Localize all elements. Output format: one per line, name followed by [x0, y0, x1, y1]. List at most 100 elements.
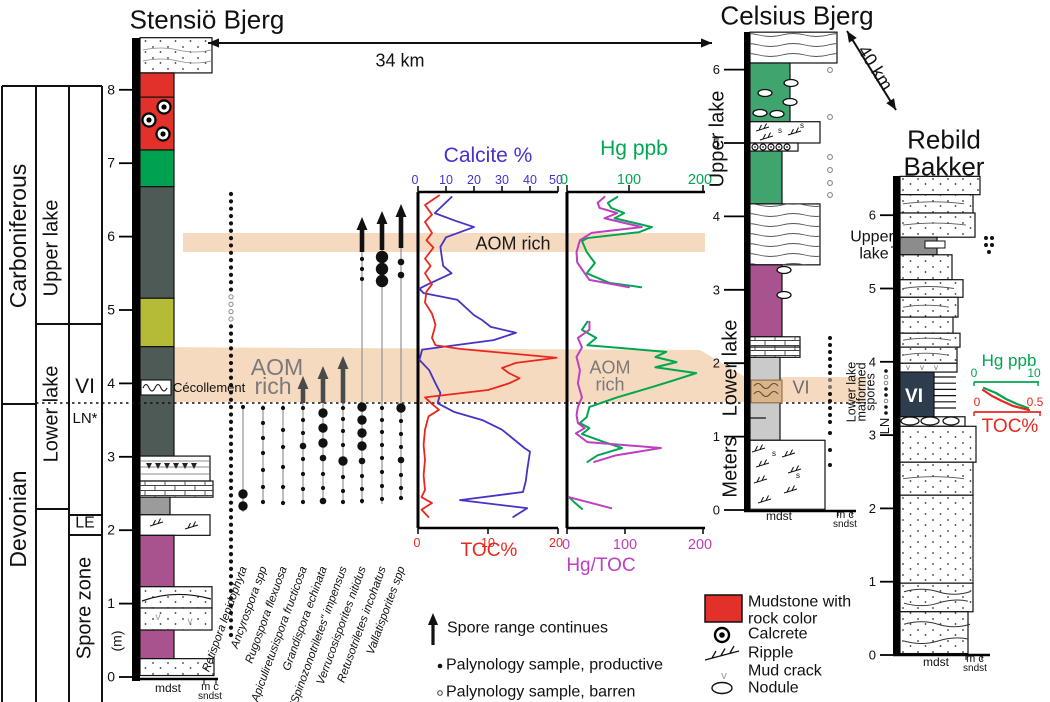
- occurrence-dot: [358, 457, 366, 465]
- nodule-icon: [776, 265, 792, 275]
- palynology-sample-dot: [828, 448, 832, 452]
- aom-lower-left-label-1: AOM: [250, 353, 304, 380]
- ripple-icon: [184, 521, 199, 530]
- spore-zone-ln: LN*: [72, 410, 98, 428]
- legend-mudstone-swatch: [704, 594, 743, 623]
- mini-hg-title: Hg ppb: [981, 351, 1037, 371]
- palynology-sample-dot: [228, 552, 234, 557]
- palynology-sample-dot: [228, 324, 234, 329]
- palynology-sample-dot: [228, 515, 234, 520]
- legend-spore-range-label: Spore range continues: [447, 619, 608, 637]
- hg-curve: [578, 320, 698, 463]
- celsius-column-bar: [744, 32, 750, 511]
- nodule-icon: [782, 97, 798, 107]
- palynology-sample-dot: [228, 530, 234, 535]
- palynology-sample-dot: [828, 357, 832, 361]
- palynology-sample-dot: [228, 441, 234, 446]
- calcite-curve: [418, 196, 531, 518]
- grainsize-label: sndst: [198, 691, 222, 702]
- palynology-sample-dot: [828, 463, 832, 467]
- palynology-sample-dot: [228, 434, 234, 439]
- ripple-icon: [781, 449, 796, 458]
- meters-unit-label: (m): [108, 630, 125, 652]
- dot: [778, 146, 780, 148]
- scale-number: 8: [107, 81, 115, 97]
- occurrence-dot: [300, 471, 306, 477]
- palynology-sample-dot: [228, 331, 234, 336]
- celsius-vi-label: VI: [792, 377, 810, 398]
- grainsize-label: mdst: [155, 681, 182, 695]
- scale-number: 1: [713, 429, 720, 444]
- arrowhead-icon: [886, 98, 896, 110]
- palynology-sample-dot: [828, 336, 832, 340]
- occurrence-dot: [280, 464, 286, 470]
- occurrence-dot: [340, 442, 346, 448]
- aom-lower-right-label-1: AOM: [589, 357, 631, 378]
- occurrence-dot: [359, 486, 365, 492]
- mudcrack-icon: v: [920, 363, 924, 372]
- dot: [754, 146, 756, 148]
- malformed-spore-dot: [884, 405, 888, 409]
- calcite-tick-label: 40: [523, 173, 537, 187]
- occurrence-dot: [359, 473, 365, 479]
- period-carboniferous: Carboniferous: [4, 163, 31, 309]
- hgtoc-curve: [575, 195, 643, 289]
- hgtoc-curve: [574, 320, 662, 463]
- toc-tick-label: 20: [549, 536, 563, 550]
- palynology-sample-dot: [827, 154, 833, 160]
- stensio-lith-unit: [139, 496, 171, 516]
- mini-toc-tick: 0.5: [1027, 395, 1044, 409]
- scale-number: 3: [713, 282, 720, 297]
- palynology-sample-dot: [228, 338, 234, 344]
- arrowhead-icon: [297, 376, 309, 389]
- vi-squiggle: [753, 390, 779, 398]
- spore-zone-vi: VI: [75, 374, 95, 398]
- palynology-sample-dot: [228, 272, 234, 277]
- scale-number: 2: [713, 356, 720, 371]
- occurrence-dot: [396, 403, 406, 413]
- rebild-lith-pattern: [900, 194, 973, 214]
- ripple-icon: [787, 465, 802, 474]
- occurrence-dot: [397, 271, 405, 279]
- celsius-lith-pattern: [750, 347, 800, 358]
- distance-40km-arrow: [846, 30, 897, 111]
- lamination-line: [902, 476, 965, 480]
- stensio-lith-pattern: [140, 608, 212, 631]
- legend-nodule-label: Nodule: [748, 679, 799, 697]
- palynology-sample-dot: [828, 406, 832, 410]
- lake-lower-label: Lower lake: [40, 365, 63, 463]
- palynology-sample-dot: [987, 250, 991, 254]
- occurrence-dot: [398, 472, 404, 478]
- hgtoc-tick-label: 100: [613, 537, 637, 553]
- malformed-spore-dot: [884, 387, 888, 391]
- legend-ripple-icon: [704, 645, 740, 661]
- mudcrack-icon: v: [156, 612, 161, 623]
- occurrence-dot: [238, 489, 248, 499]
- occurrence-dot: [280, 427, 286, 433]
- palynology-sample-dot: [228, 228, 234, 233]
- hg-curve: [580, 195, 653, 289]
- legend-productive-label: Palynology sample, productive: [446, 656, 664, 674]
- palynology-sample-dot: [228, 360, 234, 366]
- legend-barren-label: Palynology sample, barren: [446, 683, 636, 701]
- occurrence-dot: [340, 499, 346, 505]
- palynology-sample-dot: [228, 419, 234, 424]
- occurrence-dot: [319, 454, 327, 462]
- arrowhead-icon: [847, 31, 857, 43]
- palynology-sample-dot: [228, 456, 234, 461]
- calcite-tick-label: 20: [467, 173, 481, 187]
- ripple-icon: [787, 127, 802, 136]
- calcite-tick-label: 50: [549, 173, 563, 187]
- mini-toc-curve: [981, 388, 1031, 412]
- flaser-icon: [191, 463, 197, 469]
- hgtoc-tick-label: 0: [562, 537, 570, 553]
- palynology-sample-dot: [828, 413, 832, 417]
- calcite-tick-label: 30: [495, 173, 509, 187]
- stensio-lith-pattern: [140, 481, 213, 498]
- period-devonian: Devonian: [4, 470, 31, 568]
- palynology-sample-dot: [228, 206, 234, 211]
- decollement-label: Cécollement: [173, 380, 246, 396]
- lamination-line: [902, 222, 967, 226]
- palynology-sample-dot: [228, 383, 234, 388]
